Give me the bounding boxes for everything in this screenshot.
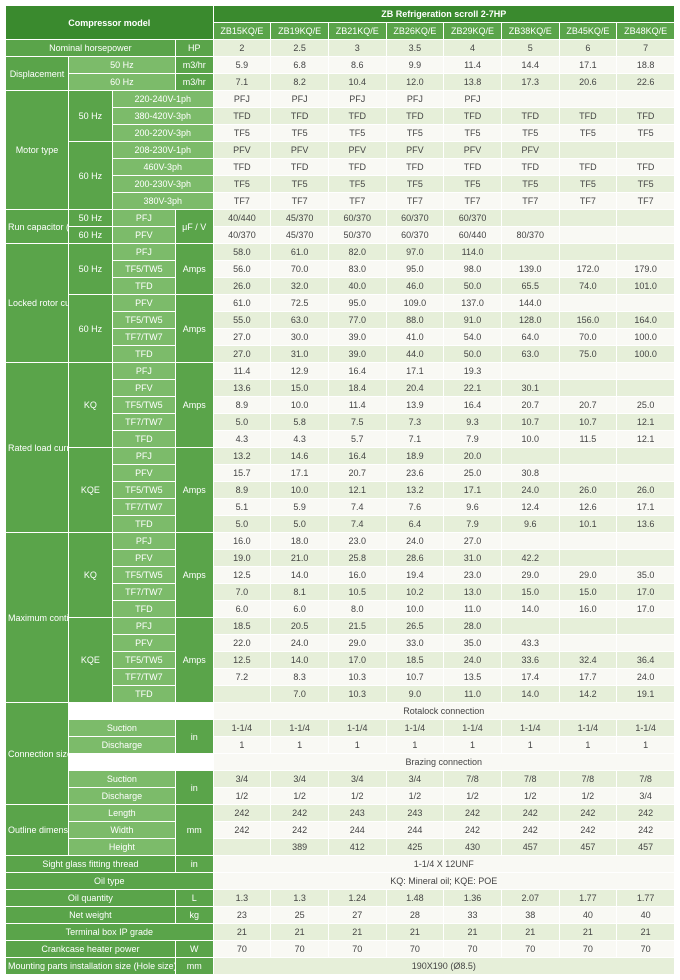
spec-table: Compressor modelZB Refrigeration scroll … [5, 5, 675, 975]
